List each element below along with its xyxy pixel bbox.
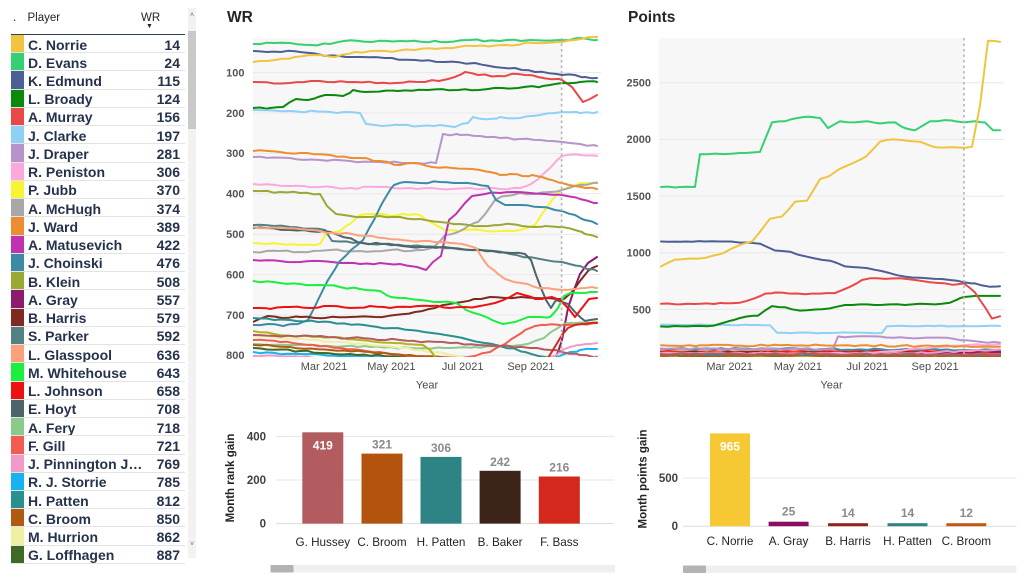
svg-text:25: 25 <box>782 505 796 519</box>
svg-text:500: 500 <box>633 304 651 316</box>
svg-text:300: 300 <box>226 148 244 160</box>
svg-text:F. Bass: F. Bass <box>540 536 578 549</box>
svg-text:Month points gain: Month points gain <box>638 429 650 528</box>
svg-text:242: 242 <box>490 455 510 469</box>
svg-text:Mar 2021: Mar 2021 <box>706 361 752 373</box>
svg-text:200: 200 <box>226 108 244 120</box>
svg-text:12: 12 <box>960 506 974 520</box>
svg-text:500: 500 <box>226 229 244 241</box>
svg-text:Sep 2021: Sep 2021 <box>507 361 554 373</box>
svg-text:WR: WR <box>227 9 253 26</box>
svg-text:Month rank gain: Month rank gain <box>225 434 237 523</box>
svg-text:321: 321 <box>372 438 392 452</box>
svg-text:600: 600 <box>226 269 244 281</box>
svg-text:2500: 2500 <box>627 78 651 90</box>
svg-text:H. Patten: H. Patten <box>417 536 466 549</box>
svg-text:Year: Year <box>416 380 439 392</box>
svg-text:Sep 2021: Sep 2021 <box>912 361 959 373</box>
svg-text:400: 400 <box>226 189 244 201</box>
svg-text:14: 14 <box>901 506 915 520</box>
svg-text:400: 400 <box>247 431 266 443</box>
svg-text:G. Hussey: G. Hussey <box>296 536 351 549</box>
svg-text:965: 965 <box>720 439 740 453</box>
svg-text:May 2021: May 2021 <box>774 361 822 373</box>
svg-text:H. Patten: H. Patten <box>883 535 932 548</box>
svg-text:Jul 2021: Jul 2021 <box>847 361 889 373</box>
svg-text:216: 216 <box>549 461 569 475</box>
svg-text:100: 100 <box>226 67 244 79</box>
svg-text:2000: 2000 <box>627 134 651 146</box>
svg-text:200: 200 <box>247 475 266 487</box>
svg-text:1000: 1000 <box>627 248 651 260</box>
svg-text:B. Harris: B. Harris <box>825 535 871 548</box>
svg-text:800: 800 <box>226 350 244 362</box>
svg-text:Points: Points <box>628 9 675 26</box>
svg-text:C. Broom: C. Broom <box>942 535 991 548</box>
svg-text:C. Broom: C. Broom <box>357 536 406 549</box>
svg-text:1500: 1500 <box>627 191 651 203</box>
svg-text:Mar 2021: Mar 2021 <box>301 361 347 373</box>
svg-text:Jul 2021: Jul 2021 <box>442 361 484 373</box>
svg-text:A. Gray: A. Gray <box>769 535 809 548</box>
svg-text:C. Norrie: C. Norrie <box>707 535 754 548</box>
svg-text:500: 500 <box>659 473 678 485</box>
svg-text:B. Baker: B. Baker <box>478 536 523 549</box>
svg-text:700: 700 <box>226 310 244 322</box>
svg-text:0: 0 <box>260 519 266 531</box>
svg-text:419: 419 <box>313 438 333 452</box>
svg-text:306: 306 <box>431 441 451 455</box>
svg-text:14: 14 <box>841 506 855 520</box>
svg-text:0: 0 <box>672 521 678 533</box>
svg-text:Year: Year <box>820 380 843 392</box>
svg-text:May 2021: May 2021 <box>367 361 415 373</box>
